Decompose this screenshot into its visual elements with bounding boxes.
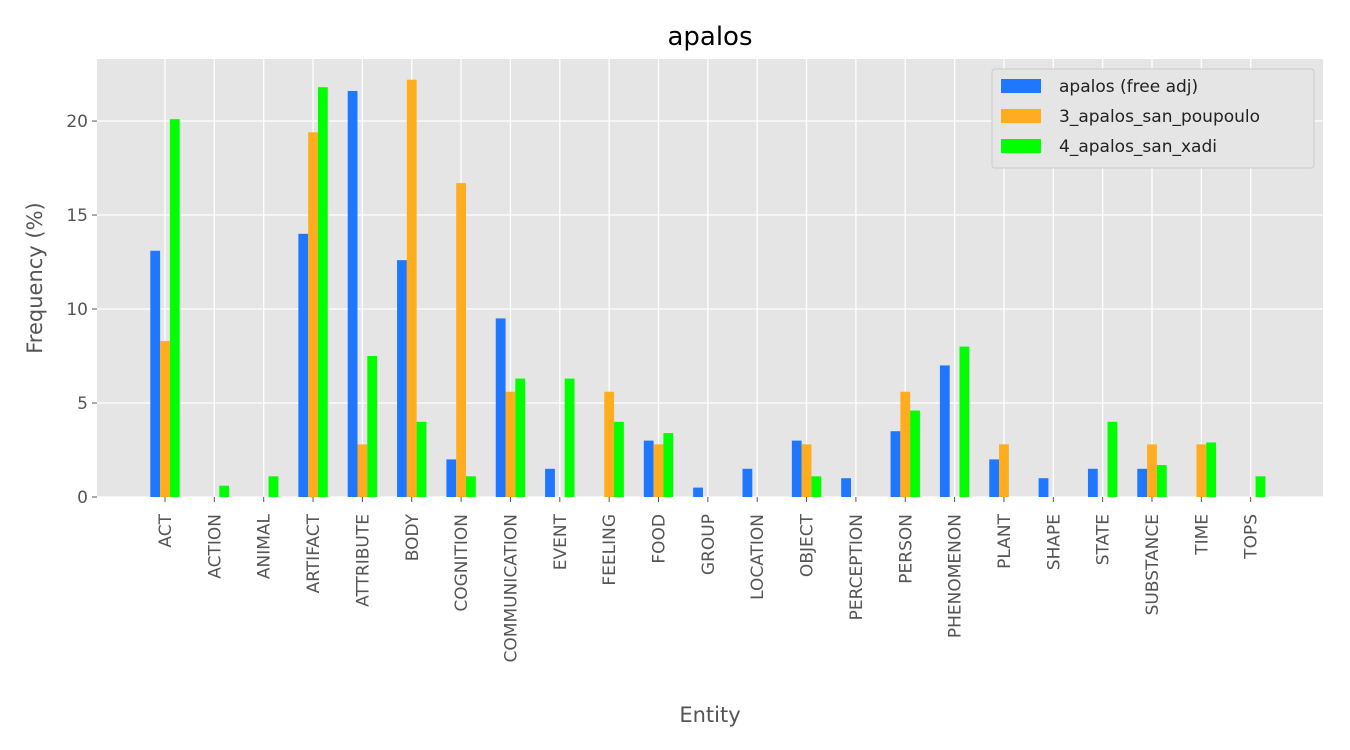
bar <box>466 476 476 497</box>
bar <box>545 468 555 497</box>
y-tick-label: 5 <box>77 394 88 414</box>
bar <box>604 391 615 497</box>
legend: apalos (free adj) 3_apalos_san_poupoulo 4_… <box>991 68 1315 169</box>
x-tick-label: LOCATION <box>748 514 768 600</box>
bar <box>1206 442 1217 497</box>
bar <box>515 378 526 497</box>
bar <box>841 478 851 497</box>
bar <box>1107 421 1118 497</box>
bar <box>150 250 161 497</box>
bar <box>367 356 378 497</box>
x-tick-label: TOPS <box>1242 514 1262 560</box>
bar <box>989 459 1000 497</box>
bar <box>910 410 920 497</box>
bar <box>347 90 358 497</box>
x-tick-label: SHAPE <box>1044 514 1064 570</box>
bar <box>1156 465 1167 497</box>
legend-label: 3_apalos_san_poupoulo <box>1059 107 1260 127</box>
x-tick-label: COMMUNICATION <box>501 514 521 662</box>
bar <box>505 391 516 497</box>
bar <box>446 459 457 497</box>
x-tick-label: FOOD <box>650 514 670 564</box>
bar <box>298 233 309 497</box>
bar <box>1137 468 1148 497</box>
bar <box>663 433 674 497</box>
bar <box>1147 444 1157 497</box>
x-tick-label: SUBSTANCE <box>1143 514 1163 615</box>
bar <box>308 132 318 498</box>
y-tick-label: 15 <box>66 206 88 226</box>
x-tick-label: ARTIFACT <box>304 513 324 593</box>
x-tick-label: BODY <box>403 513 423 561</box>
bar <box>219 485 230 497</box>
bar <box>1087 468 1098 497</box>
bar <box>791 440 802 497</box>
x-tick-label: OBJECT <box>798 513 818 577</box>
x-tick-label: PLANT <box>995 513 1015 568</box>
bar <box>959 346 970 497</box>
bar <box>564 378 575 497</box>
x-tick-label: TIME <box>1192 514 1212 556</box>
bar <box>742 468 753 497</box>
bar <box>1038 478 1049 497</box>
bar <box>495 318 506 497</box>
bar <box>643 440 654 497</box>
x-tick-label: ACTION <box>205 514 225 579</box>
legend-box <box>991 68 1315 169</box>
bar <box>317 87 328 498</box>
x-tick-label: GROUP <box>699 514 719 575</box>
bar <box>653 444 664 497</box>
x-tick-label: PERSON <box>896 514 916 584</box>
x-axis-ticks: ACT ACTION ANIMAL ARTIFACT ATTRIBUTE BODY COGN… <box>156 497 1262 662</box>
y-tick-label: 10 <box>66 300 88 320</box>
bar <box>268 476 279 497</box>
x-tick-label: FEELING <box>600 514 620 586</box>
y-tick-label: 0 <box>77 488 88 508</box>
chart-title: apalos <box>667 22 752 52</box>
legend-label: apalos (free adj) <box>1059 77 1198 97</box>
x-tick-label: PHENOMENON <box>946 514 966 638</box>
y-tick-label: 20 <box>66 112 88 132</box>
x-tick-label: ACT <box>156 513 176 547</box>
x-tick-label: ATTRIBUTE <box>353 514 373 607</box>
x-tick-label: ANIMAL <box>255 513 275 579</box>
bar <box>160 340 170 497</box>
bars-group <box>150 79 1266 498</box>
bar <box>999 444 1009 497</box>
bar <box>890 431 901 497</box>
bar <box>357 444 368 497</box>
bar <box>811 476 822 497</box>
bar <box>693 487 703 497</box>
x-tick-label: COGNITION <box>452 514 472 612</box>
x-tick-label: PERCEPTION <box>847 514 867 620</box>
legend-swatch <box>1001 139 1041 153</box>
bar <box>614 421 624 497</box>
legend-swatch <box>1001 79 1041 93</box>
bar <box>900 391 911 497</box>
bar <box>397 260 407 497</box>
bar <box>169 119 180 497</box>
y-axis-ticks: 0 5 10 15 20 <box>66 112 97 508</box>
bar <box>939 365 950 497</box>
bar <box>416 421 427 497</box>
x-axis-title: Entity <box>679 703 740 727</box>
bar <box>456 183 466 497</box>
legend-label: 4_apalos_san_xadi <box>1059 137 1217 157</box>
bar <box>1255 476 1266 497</box>
legend-swatch <box>1001 109 1041 123</box>
x-tick-label: EVENT <box>551 513 571 570</box>
bar <box>801 444 812 497</box>
bar <box>1196 444 1207 497</box>
x-tick-label: STATE <box>1094 514 1114 565</box>
y-axis-title: Frequency (%) <box>23 202 47 354</box>
bar <box>406 79 417 498</box>
